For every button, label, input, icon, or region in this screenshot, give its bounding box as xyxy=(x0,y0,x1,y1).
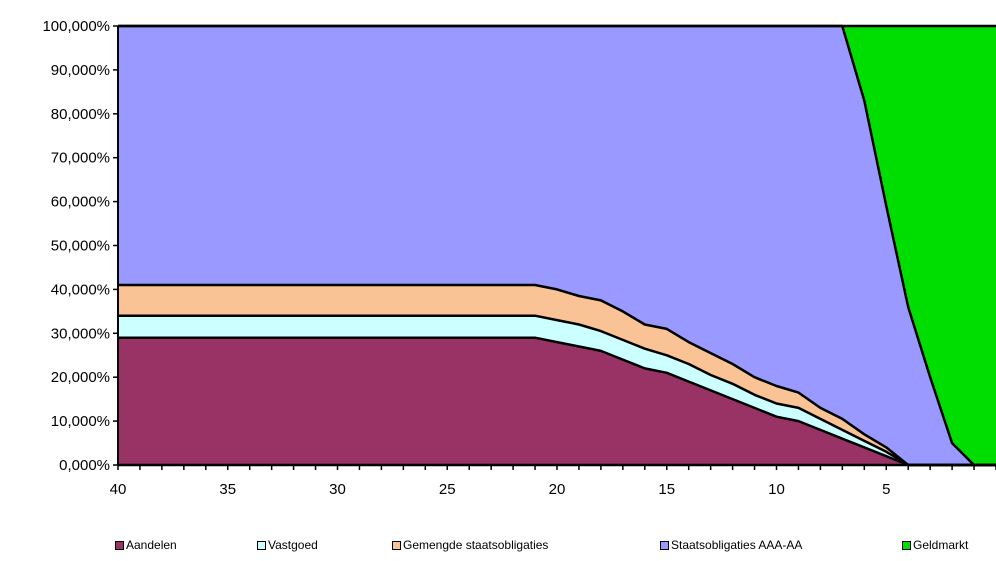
x-tick-label: 5 xyxy=(882,481,890,498)
x-tick-label: 30 xyxy=(329,481,346,498)
x-tick-label: 20 xyxy=(549,481,566,498)
legend-label: Aandelen xyxy=(126,538,177,552)
legend-swatch xyxy=(660,540,669,550)
y-tick-label: 60,000% xyxy=(51,194,110,211)
y-tick-label: 80,000% xyxy=(51,106,110,123)
legend-item-vastgoed: Vastgoed xyxy=(257,538,318,552)
y-tick-label: 20,000% xyxy=(51,369,110,386)
area-aandelen xyxy=(118,337,996,465)
y-tick-label: 0,000% xyxy=(59,457,110,474)
legend-swatch xyxy=(115,540,124,550)
legend-swatch xyxy=(257,540,266,550)
x-tick-label: 40 xyxy=(110,481,127,498)
x-tick-label: 10 xyxy=(768,481,785,498)
legend-label: Staatsobligaties AAA-AA xyxy=(671,538,803,552)
y-tick-label: 90,000% xyxy=(51,62,110,79)
legend-label: Vastgoed xyxy=(268,538,318,552)
series-areas xyxy=(118,26,996,465)
area-gemengde-staatsobligaties xyxy=(118,285,996,465)
legend-item-aandelen: Aandelen xyxy=(115,538,177,552)
legend-swatch xyxy=(392,540,401,550)
legend-item-gemengde-staatsobligaties: Gemengde staatsobligaties xyxy=(392,538,548,552)
legend-item-geldmarkt: Geldmarkt xyxy=(902,538,968,552)
legend-label: Geldmarkt xyxy=(913,538,969,552)
area-geldmarkt xyxy=(118,26,996,465)
x-tick-label: 25 xyxy=(439,481,456,498)
legend: Aandelen Vastgoed Gemengde staatsobligatie… xyxy=(0,538,996,558)
x-axis-ticks: 40 35 30 25 20 15 10 5 xyxy=(110,465,996,498)
x-tick-label: 15 xyxy=(658,481,675,498)
y-tick-label: 10,000% xyxy=(51,413,110,430)
y-tick-label: 70,000% xyxy=(51,150,110,167)
y-axis-ticks: 0,000% 10,000% 20,000% 30,000% 40,000% 50,000… xyxy=(42,18,118,474)
y-tick-label: 40,000% xyxy=(51,281,110,298)
x-tick-label: 35 xyxy=(219,481,236,498)
area-vastgoed xyxy=(118,315,996,465)
legend-label: Gemengde staatsobligaties xyxy=(403,538,549,552)
legend-swatch xyxy=(902,540,911,550)
legend-item-staatsobligaties-aaa-aa: Staatsobligaties AAA-AA xyxy=(660,538,802,552)
y-tick-label: 50,000% xyxy=(51,238,110,255)
y-tick-label: 100,000% xyxy=(42,18,110,35)
area-staatsobligaties-aaa-aa xyxy=(118,26,996,465)
y-tick-label: 30,000% xyxy=(51,325,110,342)
